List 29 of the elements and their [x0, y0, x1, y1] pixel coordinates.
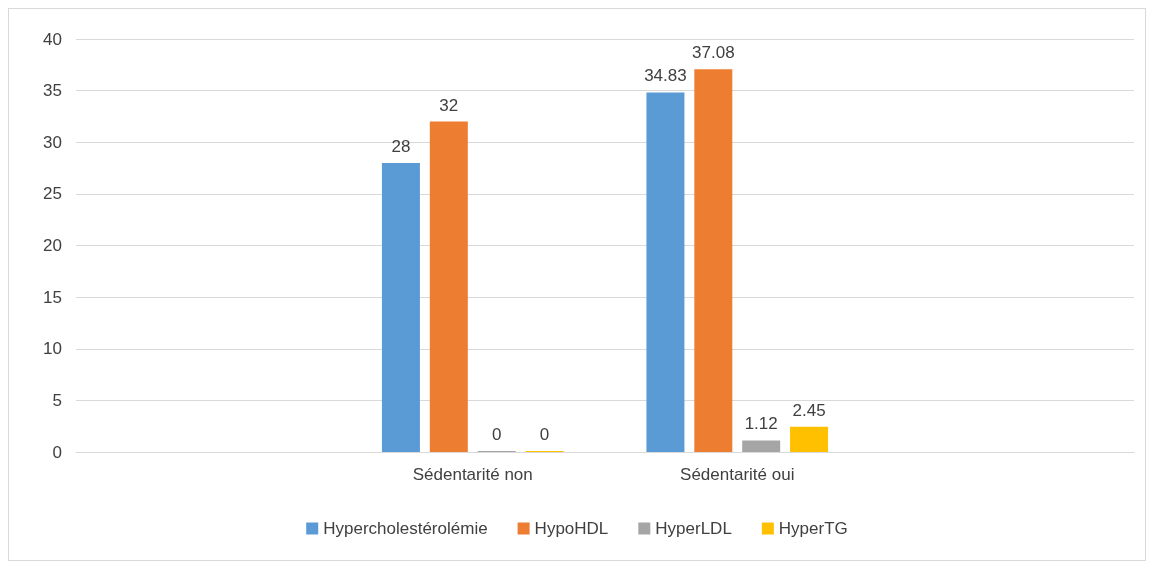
y-tick-label: 25 [43, 184, 62, 204]
bar [429, 121, 468, 452]
data-label: 2.45 [792, 400, 826, 420]
data-label: 28 [391, 136, 411, 156]
data-label: 0 [491, 425, 502, 444]
data-label: 0 [539, 425, 550, 444]
x-tick-label: Sédentarité non [412, 465, 533, 484]
y-tick-label: 20 [43, 236, 62, 255]
bar [381, 162, 420, 452]
bar [742, 440, 781, 452]
y-tick-label: 35 [43, 81, 62, 101]
y-tick-label: 15 [43, 287, 62, 307]
data-label: 32 [439, 95, 459, 115]
y-tick-label: 30 [43, 132, 62, 152]
x-tick-label: Sédentarité oui [680, 465, 795, 484]
bar [646, 92, 685, 452]
y-tick-label: 10 [43, 339, 62, 359]
bar [790, 426, 829, 452]
data-label: 1.12 [744, 414, 778, 434]
data-label: 37.08 [692, 43, 735, 63]
y-tick-label: 40 [43, 29, 62, 49]
bar [694, 69, 733, 452]
legend-label: HypoHDL [534, 519, 609, 538]
legend-label: HyperLDL [655, 519, 732, 538]
y-tick-label: 0 [52, 442, 62, 462]
legend-label: HyperTG [778, 519, 848, 538]
data-label: 34.83 [644, 66, 687, 86]
legend-label: Hypercholestérolémie [323, 519, 488, 538]
y-tick-label: 5 [52, 390, 62, 410]
